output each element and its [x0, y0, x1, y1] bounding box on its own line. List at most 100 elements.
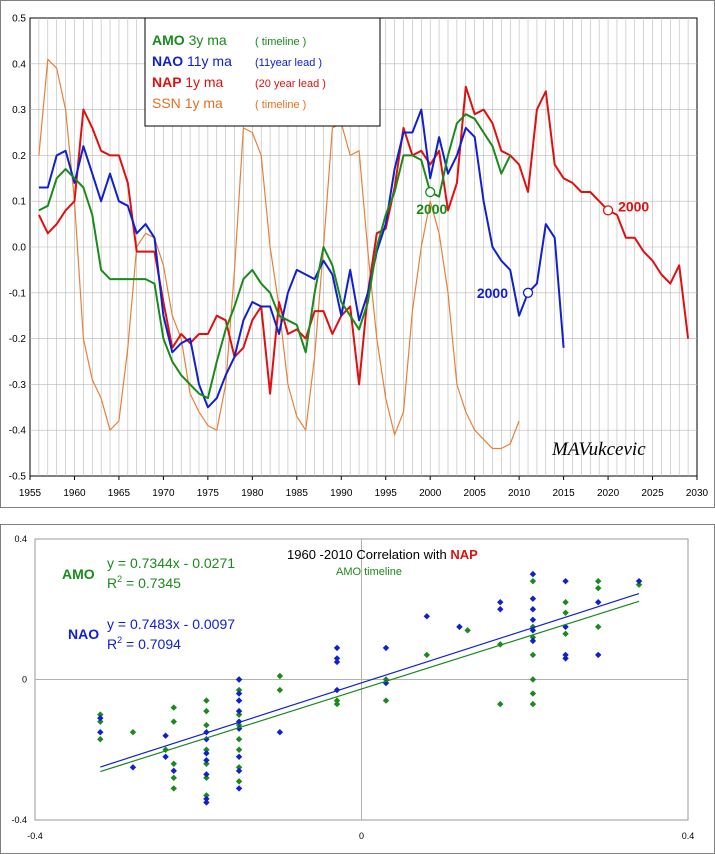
legend-box [144, 17, 381, 127]
scatter-y-tick-label: 0.4 [14, 534, 27, 544]
x-tick-label: 2025 [641, 488, 664, 499]
scatter-point-amo [529, 623, 537, 631]
scatter-point-amo [235, 746, 243, 753]
legend-note-nao: (11year lead ) [255, 57, 322, 69]
scatter-point-amo [162, 746, 169, 753]
top-chart: 0.5 0.4 0.3 0.2 0.1 0.0 -0.1 -0.2 -0.3 -0.4 -0.5 1… [0, 0, 715, 508]
top-chart-markers: 2000 2000 2000 [416, 186, 649, 301]
amo-equation: y = 0.7344x - 0.0271 [107, 555, 235, 571]
title-prefix: 1960 -2010 Correlation with [287, 547, 450, 562]
trendline-nao [100, 592, 640, 768]
scatter-point-amo [529, 676, 537, 683]
x-tick-label: 2010 [508, 488, 531, 499]
top-chart-x-ticks: 1955 1960 1965 1970 1975 1980 1985 1990 1995 2000… [19, 476, 709, 499]
series-line-nap [37, 85, 690, 395]
legend-note-nap: (20 year lead ) [255, 78, 326, 90]
bottom-chart-ticks: 0.4 0 -0.4-0.4 0 0.4 [11, 534, 694, 841]
x-tick-label: 1955 [19, 488, 42, 499]
scatter-point-amo [235, 711, 243, 718]
x-tick-label: 1995 [375, 488, 398, 499]
scatter-point-nao [333, 658, 341, 666]
scatter-point-nao [235, 785, 243, 792]
scatter-y-tick-label: -0.4 [11, 815, 27, 825]
legend-row-amo: AMO 3y ma [152, 32, 227, 48]
nao-equation-block: NAO y = 0.7483x - 0.0097 R2 = 0.7094 [68, 616, 235, 652]
signature: MAVukcevic [551, 439, 646, 460]
nao-r2: R2 = 0.7094 [107, 635, 181, 652]
scatter-point-nao [203, 728, 210, 736]
scatter-point-amo [382, 676, 390, 683]
y-tick-label: 0.1 [12, 197, 26, 208]
x-tick-label: 1990 [330, 488, 353, 499]
bottom-chart-trendlines [100, 592, 640, 773]
scatter-point-amo [203, 774, 210, 782]
scatter-point-amo [203, 792, 210, 799]
marker-label-nao: 2000 [477, 285, 508, 301]
scatter-point-amo [235, 764, 243, 771]
scatter-point-amo [170, 704, 177, 711]
y-tick-label: 0.0 [12, 243, 26, 254]
scatter-point-nao [529, 570, 537, 578]
series-line-nao [38, 108, 565, 409]
scatter-y-tick-label: 0 [22, 675, 27, 685]
x-tick-label: 1980 [241, 488, 264, 499]
x-tick-label: 1985 [286, 488, 309, 499]
scatter-point-nao [235, 767, 243, 775]
legend-row-ssn: SSN 1y ma [152, 95, 223, 111]
y-tick-label: 0.5 [12, 14, 26, 25]
x-tick-label: 2020 [597, 488, 620, 499]
y-tick-label: -0.1 [9, 288, 27, 299]
top-chart-y-ticks: 0.5 0.4 0.3 0.2 0.1 0.0 -0.1 -0.2 -0.3 -0.4 -0.5 [9, 14, 27, 483]
x-tick-label: 2015 [552, 488, 575, 499]
scatter-point-amo [97, 711, 104, 718]
title-highlight: NAP [450, 547, 478, 562]
scatter-point-amo [129, 728, 137, 736]
amo-equation-block: AMO y = 0.7344x - 0.0271 R2 = 0.7345 [62, 555, 235, 591]
legend-note-ssn: ( timeline ) [255, 99, 306, 111]
marker-amo [425, 186, 436, 198]
x-tick-label: 1975 [197, 488, 220, 499]
top-chart-legend: AMO 3y ma ( timeline ) NAO 11y ma (11year l… [144, 17, 381, 127]
legend-row-nao: NAO 11y ma [152, 53, 232, 69]
scatter-point-nao [97, 728, 104, 736]
scatter-point-nao [235, 676, 243, 683]
scatter-point-nao [203, 771, 210, 778]
y-tick-label: -0.3 [9, 380, 27, 391]
scatter-point-nao [562, 577, 569, 585]
scatter-x-tick-label: 0 [359, 831, 364, 841]
scatter-point-nao [497, 606, 504, 613]
x-tick-label: 1960 [63, 488, 86, 499]
x-tick-label: 2005 [464, 488, 487, 499]
scatter-point-nao [562, 651, 569, 659]
scatter-point-nao [129, 764, 137, 771]
scatter-point-nao [529, 606, 537, 613]
scatter-x-tick-label: -0.4 [27, 831, 43, 841]
y-tick-label: 0.4 [12, 59, 26, 70]
marker-label-nap: 2000 [618, 198, 649, 214]
marker-nap [602, 205, 614, 216]
bottom-chart: 0.4 0 -0.4-0.4 0 0.4 1960 -2010 Correlation … [0, 524, 715, 854]
scatter-point-amo [497, 641, 504, 648]
scatter-point-amo [203, 746, 210, 753]
nao-equation: y = 0.7483x - 0.0097 [107, 616, 235, 632]
y-tick-label: 0.3 [12, 105, 26, 116]
scatter-point-amo [562, 630, 569, 638]
scatter-point-amo [595, 623, 602, 631]
marker-nao [522, 287, 534, 298]
scatter-point-nao [456, 623, 463, 631]
amo-r2: R2 = 0.7345 [107, 574, 181, 591]
trendline-amo [100, 600, 640, 773]
legend-note-amo: ( timeline ) [255, 36, 306, 48]
scatter-x-tick-label: 0.4 [682, 831, 695, 841]
y-tick-label: -0.4 [9, 426, 27, 437]
scatter-point-nao [276, 728, 284, 736]
top-chart-series [37, 58, 690, 450]
nao-label: NAO [68, 626, 99, 642]
x-tick-label: 2000 [419, 488, 442, 499]
amo-label: AMO [62, 566, 95, 582]
scatter-point-amo [235, 778, 243, 785]
bottom-chart-title: 1960 -2010 Correlation with NAP [287, 547, 478, 562]
bottom-chart-axes [34, 538, 689, 821]
x-tick-label: 2030 [686, 488, 709, 499]
y-tick-label: -0.5 [9, 472, 27, 483]
